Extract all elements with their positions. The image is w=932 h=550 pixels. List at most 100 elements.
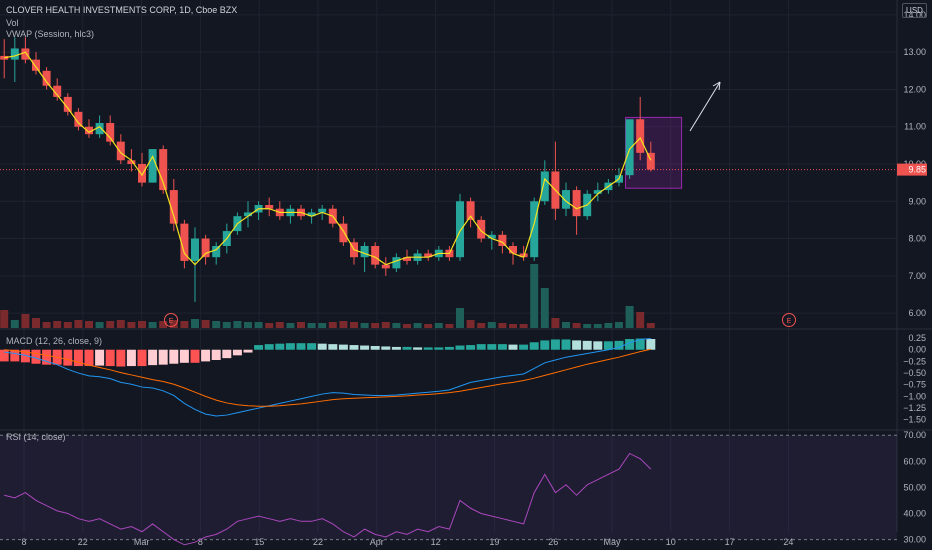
currency-button[interactable]: USD bbox=[902, 3, 927, 18]
macd-histogram-bar bbox=[360, 345, 370, 350]
volume-bar bbox=[85, 321, 93, 328]
macd-histogram-bar bbox=[519, 344, 529, 350]
macd-histogram-bar bbox=[285, 343, 295, 350]
candle-body bbox=[244, 212, 252, 217]
macd-histogram-bar bbox=[593, 341, 603, 350]
candle-body bbox=[201, 238, 210, 258]
candle bbox=[42, 67, 51, 90]
macd-histogram-bar bbox=[508, 344, 518, 350]
macd-histogram-bar bbox=[84, 349, 94, 367]
price-tick-label: 7.00 bbox=[908, 271, 926, 281]
volume-bar bbox=[424, 324, 433, 328]
candle-body bbox=[212, 246, 221, 258]
candle bbox=[360, 242, 369, 273]
candle bbox=[265, 197, 274, 217]
candle bbox=[169, 178, 178, 232]
candle bbox=[392, 253, 401, 273]
volume-bar bbox=[403, 324, 411, 328]
candle bbox=[636, 96, 645, 161]
rsi-tick-label: 30.00 bbox=[903, 535, 926, 545]
candle bbox=[63, 93, 72, 116]
candle-body bbox=[625, 119, 634, 176]
macd-histogram-bar bbox=[105, 349, 115, 367]
candle-body bbox=[74, 111, 83, 127]
x-tick-label: 8 bbox=[198, 537, 203, 547]
macd-tick-label: −0.25 bbox=[903, 356, 926, 366]
macd-histogram-bar bbox=[169, 349, 179, 364]
candle bbox=[32, 52, 40, 75]
macd-histogram-bar bbox=[540, 340, 550, 350]
candle bbox=[0, 39, 9, 79]
candle-body bbox=[127, 160, 136, 164]
candle-body bbox=[540, 171, 549, 202]
macd-tick-label: −1.00 bbox=[903, 391, 926, 401]
candle-body bbox=[498, 234, 507, 246]
candle bbox=[562, 182, 570, 217]
candle bbox=[466, 197, 475, 228]
candle-body bbox=[265, 205, 274, 209]
volume-bar bbox=[318, 323, 327, 328]
candle-body bbox=[159, 149, 168, 191]
volume-bar bbox=[445, 324, 454, 328]
x-tick-label: Mar bbox=[134, 537, 150, 547]
rsi-legend: RSI (14, close) bbox=[6, 432, 66, 442]
candle-body bbox=[636, 119, 645, 153]
volume-bar bbox=[487, 322, 496, 328]
candle bbox=[477, 216, 486, 243]
volume-bar bbox=[434, 323, 443, 328]
volume-bar bbox=[307, 323, 316, 328]
price-tick-label: 8.00 bbox=[908, 234, 926, 244]
rsi-tick-label: 50.00 bbox=[903, 482, 926, 492]
candle-body bbox=[456, 201, 464, 258]
projection-arrow-line bbox=[689, 81, 721, 132]
macd-histogram-bar bbox=[222, 349, 232, 359]
macd-histogram-bar bbox=[116, 349, 126, 367]
volume-bar bbox=[42, 322, 51, 328]
macd-histogram-bar bbox=[95, 349, 105, 366]
candle bbox=[487, 231, 496, 250]
candle bbox=[53, 78, 62, 101]
macd-histogram-bar bbox=[232, 349, 242, 356]
macd-tick-label: −0.50 bbox=[903, 368, 926, 378]
candle bbox=[593, 182, 602, 202]
rsi-tick-label: 60.00 bbox=[903, 456, 926, 466]
volume-bar bbox=[636, 312, 645, 328]
price-tick-label: 14.00 bbox=[903, 10, 926, 20]
macd-histogram-bar bbox=[264, 344, 274, 350]
x-tick-label: 22 bbox=[313, 537, 323, 547]
volume-bar bbox=[212, 321, 221, 328]
macd-histogram-bar bbox=[158, 349, 168, 365]
macd-legend: MACD (12, 26, close, 9) bbox=[6, 336, 103, 346]
candle-body bbox=[138, 164, 146, 183]
candle-body bbox=[95, 123, 104, 135]
candle bbox=[106, 115, 115, 146]
x-tick-label: 22 bbox=[78, 537, 88, 547]
candle bbox=[244, 201, 252, 228]
x-tick-label: 24 bbox=[783, 537, 793, 547]
macd-histogram-bar bbox=[254, 345, 264, 350]
volume-bar bbox=[53, 321, 62, 328]
volume-bar bbox=[159, 321, 168, 328]
volume-bar bbox=[572, 323, 581, 328]
macd-tick-label: 0.00 bbox=[908, 345, 926, 355]
volume-bar bbox=[477, 323, 486, 328]
macd-tick-label: −1.25 bbox=[903, 403, 926, 413]
macd-histogram-bar bbox=[582, 340, 592, 350]
macd-histogram-bar bbox=[179, 349, 189, 363]
candle-body bbox=[572, 190, 581, 217]
candle bbox=[381, 257, 390, 276]
macd-histogram-bar bbox=[201, 349, 211, 362]
candle bbox=[74, 108, 83, 131]
candle bbox=[180, 219, 189, 269]
earnings-marker bbox=[164, 313, 178, 327]
volume-legend: Vol bbox=[6, 18, 19, 28]
macd-histogram-bar bbox=[550, 339, 560, 350]
candle-body bbox=[509, 246, 517, 254]
candle bbox=[116, 134, 125, 164]
macd-histogram-bar bbox=[10, 349, 20, 362]
volume-bar bbox=[21, 314, 30, 328]
macd-histogram-bar bbox=[635, 338, 645, 350]
volume-bar bbox=[265, 323, 274, 328]
macd-histogram-bar bbox=[296, 343, 306, 350]
